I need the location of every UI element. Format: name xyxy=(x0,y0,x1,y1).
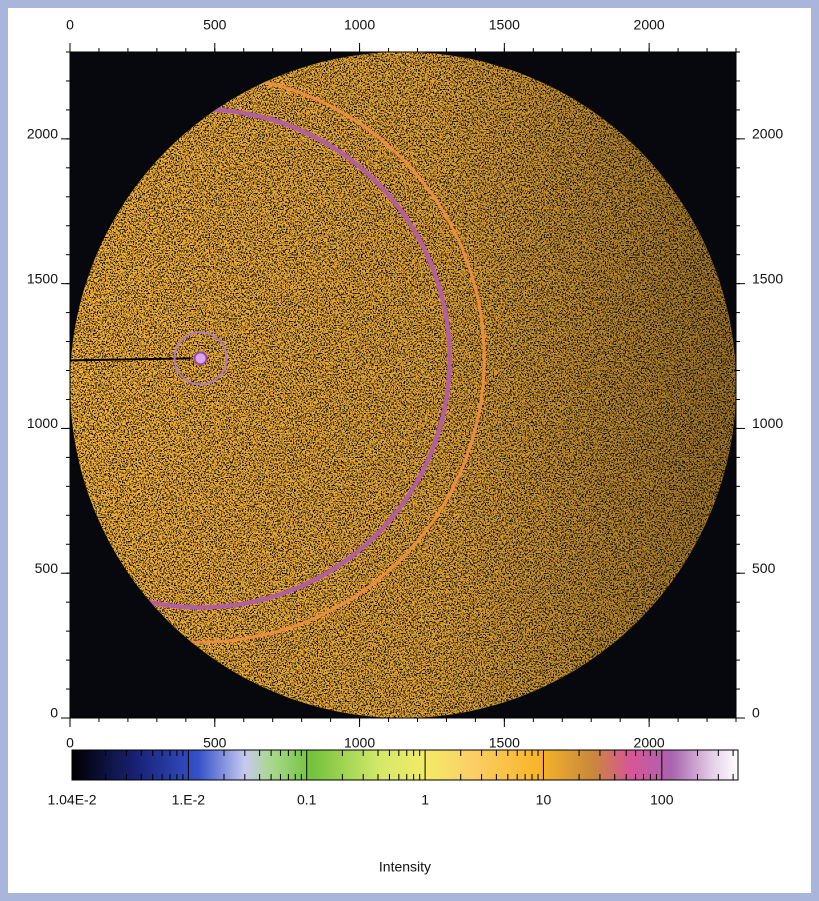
colorbar-tick-label: 0.1 xyxy=(297,792,317,808)
y-tick-label: 0 xyxy=(752,705,760,721)
colorbar-min-label: 1.04E-2 xyxy=(47,792,96,808)
colorbar xyxy=(72,750,738,780)
y-tick-label: 500 xyxy=(35,560,59,576)
x-tick-label: 500 xyxy=(203,17,227,33)
colorbar-tick-label: 1 xyxy=(421,792,429,808)
y-tick-label: 500 xyxy=(752,560,776,576)
y-tick-label: 1000 xyxy=(27,415,58,431)
y-tick-label: 1000 xyxy=(752,415,783,431)
y-tick-label: 2000 xyxy=(27,126,58,142)
x-tick-label: 1500 xyxy=(489,17,520,33)
x-tick-label: 0 xyxy=(66,735,74,751)
colorbar-label: Intensity xyxy=(379,859,431,875)
chart: 0050050010001000150015002000200000500500… xyxy=(0,0,819,901)
colorbar-tick-label: 100 xyxy=(650,792,674,808)
ring xyxy=(195,352,207,364)
x-tick-label: 500 xyxy=(203,735,227,751)
x-tick-label: 1000 xyxy=(344,735,375,751)
y-tick-label: 1500 xyxy=(752,270,783,286)
intensity-falloff xyxy=(70,52,736,718)
x-tick-label: 1500 xyxy=(489,735,520,751)
x-tick-label: 0 xyxy=(66,17,74,33)
colorbar-tick-label: 1.E-2 xyxy=(172,792,206,808)
x-tick-label: 2000 xyxy=(634,735,665,751)
y-tick-label: 1500 xyxy=(27,270,58,286)
x-tick-label: 1000 xyxy=(344,17,375,33)
y-tick-label: 2000 xyxy=(752,126,783,142)
x-tick-label: 2000 xyxy=(634,17,665,33)
y-tick-label: 0 xyxy=(50,705,58,721)
colorbar-tick-label: 10 xyxy=(536,792,552,808)
